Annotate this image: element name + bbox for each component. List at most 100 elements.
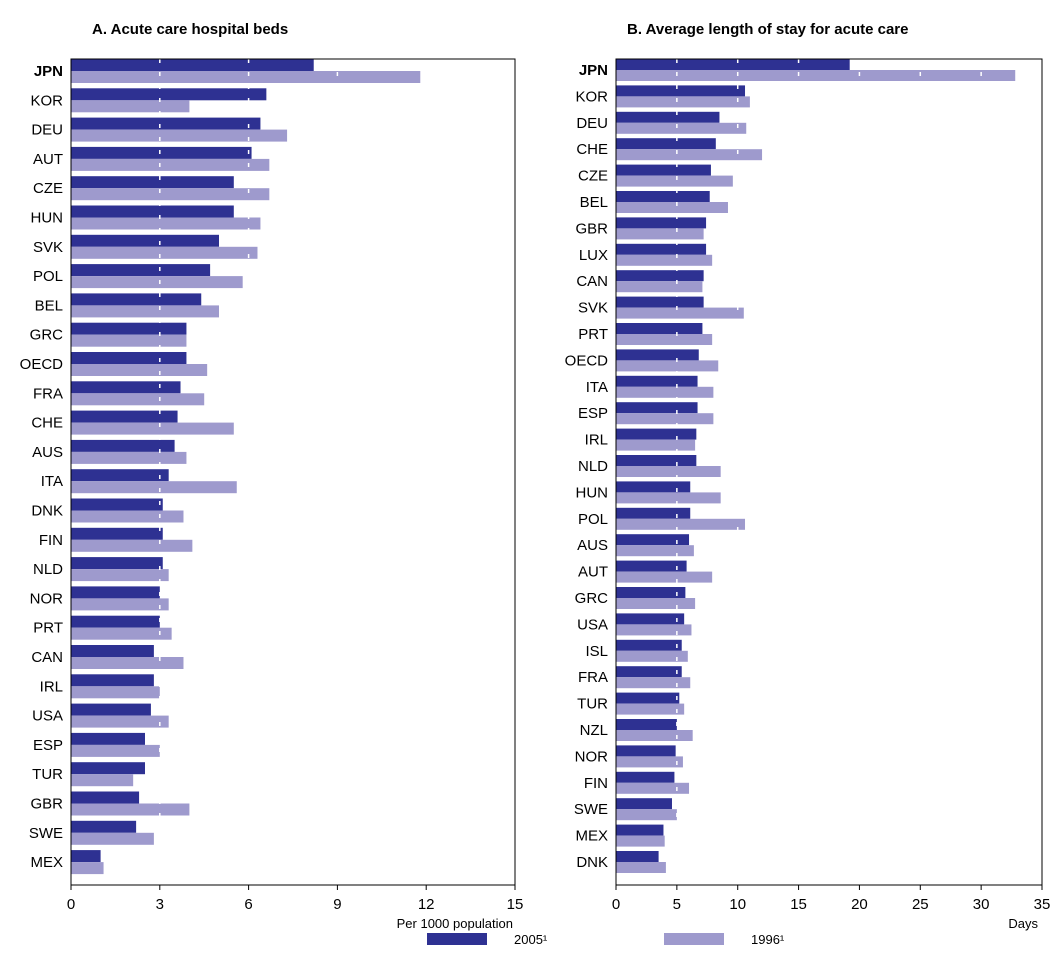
bar-1996-aut xyxy=(71,158,270,171)
bar-1996-nor xyxy=(71,598,169,611)
category-label-tur: TUR xyxy=(577,696,608,713)
bar-1996-gbr xyxy=(71,803,190,816)
bar-2005-fin xyxy=(71,527,163,540)
legend-label-2005: 2005¹ xyxy=(514,932,548,947)
category-label-esp: ESP xyxy=(578,405,608,422)
bar-2005-nor xyxy=(616,745,676,757)
bar-1996-oecd xyxy=(616,360,719,372)
bar-2005-aus xyxy=(616,534,690,546)
bar-1996-mex xyxy=(616,835,665,847)
bar-1996-kor xyxy=(616,96,750,108)
bar-2005-jpn xyxy=(71,59,314,71)
bar-1996-irl xyxy=(616,439,696,451)
panel-b-frame xyxy=(615,58,1043,886)
category-label-irl: IRL xyxy=(40,678,63,695)
bar-2005-lux xyxy=(616,243,707,255)
category-label-bel: BEL xyxy=(580,194,608,211)
category-label-aus: AUS xyxy=(32,444,63,461)
bar-2005-ita xyxy=(71,469,169,482)
bar-1996-jpn xyxy=(616,70,1016,81)
bar-1996-kor xyxy=(71,100,190,113)
category-label-nor: NOR xyxy=(30,590,64,607)
category-label-prt: PRT xyxy=(578,326,608,343)
bar-2005-nor xyxy=(71,586,160,599)
bar-1996-aut xyxy=(616,571,713,583)
tick-label-20: 20 xyxy=(851,896,868,913)
bar-1996-nld xyxy=(71,569,169,582)
category-label-oecd: OECD xyxy=(565,352,609,369)
tick-label-15: 15 xyxy=(790,896,807,913)
bar-2005-irl xyxy=(71,674,154,687)
bar-1996-svk xyxy=(616,307,744,319)
bar-1996-usa xyxy=(71,715,169,728)
bar-2005-cze xyxy=(71,176,234,189)
category-label-aut: AUT xyxy=(578,564,608,581)
bar-2005-pol xyxy=(71,264,211,277)
bar-1996-aus xyxy=(616,545,694,557)
category-label-svk: SVK xyxy=(33,239,63,256)
category-label-swe: SWE xyxy=(29,825,63,842)
bar-2005-fin xyxy=(616,771,675,783)
bar-2005-kor xyxy=(616,85,746,97)
category-label-nld: NLD xyxy=(33,561,63,578)
tick-label-15: 15 xyxy=(507,896,524,913)
category-label-mex: MEX xyxy=(30,854,63,871)
panel-b-title: B. Average length of stay for acute care xyxy=(627,21,908,38)
bar-2005-nld xyxy=(71,557,163,570)
category-label-svk: SVK xyxy=(578,300,608,317)
bar-1996-fra xyxy=(616,677,691,689)
bar-1996-hun xyxy=(616,492,721,504)
category-label-prt: PRT xyxy=(33,620,63,637)
category-label-fra: FRA xyxy=(33,385,63,402)
panel-b-xlabel: Days xyxy=(1008,916,1038,931)
category-label-ita: ITA xyxy=(586,379,608,396)
category-label-dnk: DNK xyxy=(576,854,608,871)
bar-2005-nld xyxy=(616,455,697,466)
tick-label-30: 30 xyxy=(973,896,990,913)
bar-2005-oecd xyxy=(71,352,187,364)
bar-1996-mex xyxy=(71,862,104,875)
bar-1996-grc xyxy=(71,334,187,347)
category-label-kor: KOR xyxy=(575,88,608,105)
bar-1996-nzl xyxy=(616,730,693,741)
bar-1996-deu xyxy=(616,122,747,134)
category-label-mex: MEX xyxy=(575,828,608,845)
bar-1996-fra xyxy=(71,393,205,406)
tick-label-6: 6 xyxy=(244,896,252,913)
tick-label-3: 3 xyxy=(156,896,164,913)
tick-label-9: 9 xyxy=(333,896,341,913)
bar-2005-can xyxy=(71,645,154,657)
category-label-grc: GRC xyxy=(30,327,64,344)
category-label-grc: GRC xyxy=(575,590,609,607)
bar-2005-mex xyxy=(71,850,101,863)
bar-1996-swe xyxy=(71,832,154,845)
bar-2005-prt xyxy=(71,615,160,628)
bar-1996-deu xyxy=(71,129,288,142)
category-label-hun: HUN xyxy=(31,210,64,227)
panel-a-frame xyxy=(70,58,516,886)
panel-b-ticks: 0 5 10 15 20 25 30 35 xyxy=(612,885,1050,913)
category-label-fin: FIN xyxy=(39,532,63,549)
bar-1996-nor xyxy=(616,756,683,768)
legend-swatch-1996 xyxy=(664,933,724,945)
bar-2005-swe xyxy=(71,820,137,833)
category-label-deu: DEU xyxy=(576,115,608,132)
bar-1996-ita xyxy=(616,386,714,398)
tick-label-10: 10 xyxy=(729,896,746,913)
category-label-nld: NLD xyxy=(578,458,608,475)
bar-1996-che xyxy=(71,422,234,435)
bar-1996-hun xyxy=(71,217,261,230)
category-label-fin: FIN xyxy=(584,775,608,792)
bar-2005-dnk xyxy=(616,851,659,862)
bar-2005-irl xyxy=(616,428,697,440)
category-label-fra: FRA xyxy=(578,669,608,686)
bar-1996-cze xyxy=(71,188,270,201)
category-label-jpn: JPN xyxy=(579,62,608,79)
bar-1996-pol xyxy=(616,518,746,530)
bar-2005-cze xyxy=(616,164,711,176)
bar-1996-can xyxy=(71,657,184,669)
bar-1996-isl xyxy=(616,650,688,662)
category-label-che: CHE xyxy=(31,415,63,432)
category-label-can: CAN xyxy=(31,649,63,666)
bar-2005-pol xyxy=(616,507,691,519)
